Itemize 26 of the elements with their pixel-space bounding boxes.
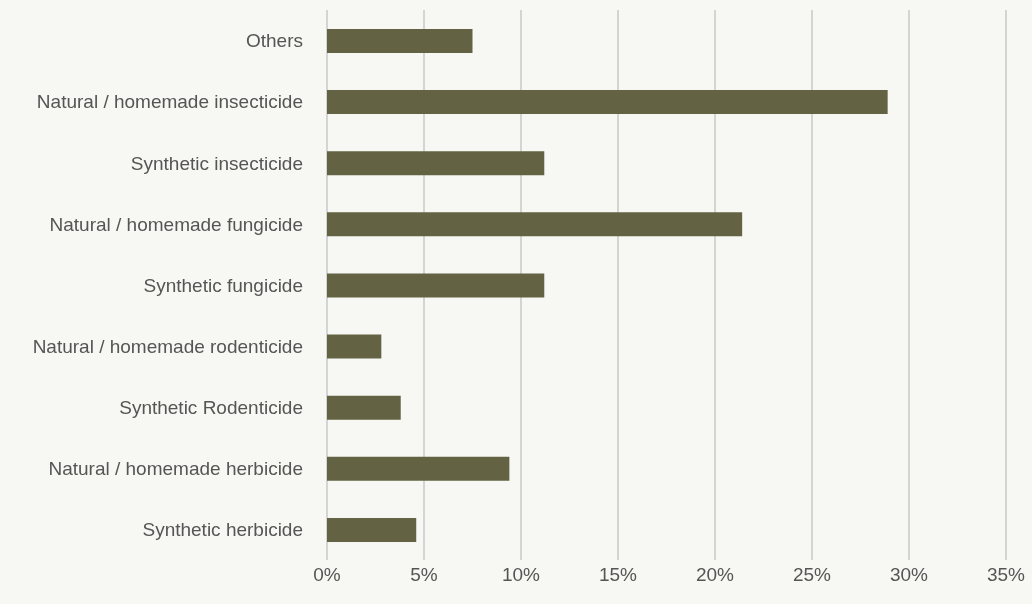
x-tick-label: 25% xyxy=(792,564,832,586)
y-tick-label: Synthetic insecticide xyxy=(130,152,303,174)
bar xyxy=(327,29,473,53)
x-tick-label: 35% xyxy=(986,564,1026,586)
y-tick-label: Synthetic fungicide xyxy=(143,274,303,296)
x-tick-label: 5% xyxy=(410,564,438,586)
bar xyxy=(327,273,545,298)
bar xyxy=(327,212,743,237)
x-tick-label: 15% xyxy=(598,564,638,586)
y-tick-label: Natural / homemade fungicide xyxy=(49,213,303,235)
x-tick-label: 30% xyxy=(889,564,929,586)
bar xyxy=(327,90,888,115)
y-tick-label: Natural / homemade rodenticide xyxy=(32,335,303,357)
x-tick-label: 10% xyxy=(501,564,541,586)
bar xyxy=(327,151,545,176)
bar xyxy=(327,456,510,481)
x-tick-label: 0% xyxy=(313,564,341,586)
y-tick-label: Natural / homemade insecticide xyxy=(36,91,303,113)
bar xyxy=(327,395,401,420)
bar xyxy=(327,517,417,542)
x-tick-label: 20% xyxy=(695,564,735,586)
bar xyxy=(327,334,382,359)
y-tick-label: Natural / homemade herbicide xyxy=(48,458,303,480)
y-tick-label: Synthetic herbicide xyxy=(142,519,303,541)
y-tick-label: Synthetic Rodenticide xyxy=(119,396,303,418)
y-tick-label: Others xyxy=(245,30,303,52)
